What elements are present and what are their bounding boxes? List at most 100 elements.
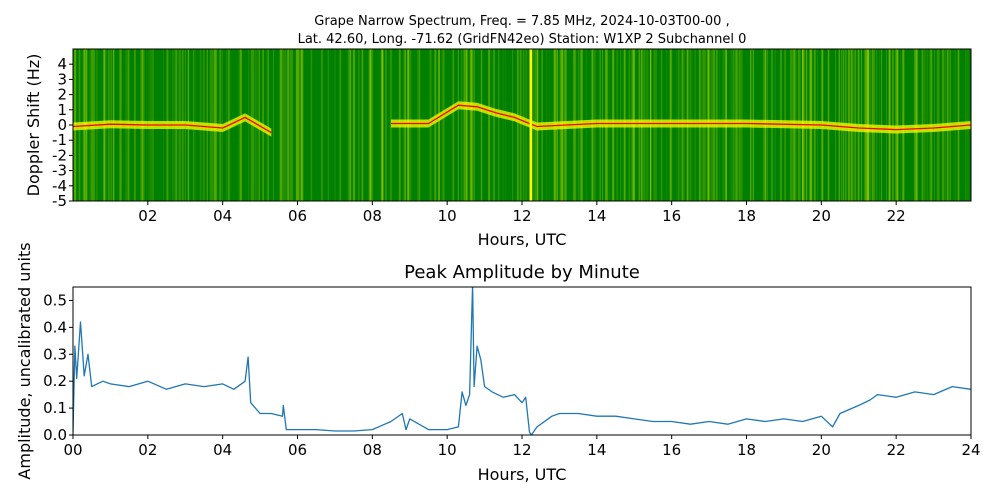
spectrogram-x-tick-label: 02	[138, 207, 157, 225]
noise-stripe	[327, 49, 329, 201]
noise-stripe	[474, 49, 475, 201]
noise-stripe	[441, 49, 444, 201]
amplitude-x-tick-label: 06	[288, 441, 307, 459]
noise-stripe	[516, 49, 518, 201]
noise-stripe	[471, 49, 474, 201]
spectrogram-panel: Grape Narrow Spectrum, Freq. = 7.85 MHz,…	[24, 14, 972, 249]
amplitude-x-tick-label: 12	[512, 441, 531, 459]
noise-stripe	[519, 49, 522, 201]
amplitude-y-tick-label: 0.4	[43, 318, 67, 336]
noise-stripe	[339, 49, 342, 201]
spectrogram-x-tick-label: 08	[363, 207, 382, 225]
noise-stripe	[888, 49, 890, 201]
noise-stripe	[371, 49, 373, 201]
amplitude-x-tick-label: 24	[961, 441, 980, 459]
noise-stripe	[469, 49, 472, 201]
noise-stripe	[358, 49, 360, 201]
noise-stripe	[280, 49, 283, 201]
noise-stripe	[897, 49, 899, 201]
noise-stripe	[358, 49, 359, 201]
noise-stripe	[480, 49, 483, 201]
noise-stripe	[266, 49, 268, 201]
noise-stripe	[504, 49, 506, 201]
noise-stripe	[302, 49, 304, 201]
spectrogram-y-tick-label: 3	[57, 70, 67, 88]
noise-stripe	[457, 49, 459, 201]
amplitude-series-line	[73, 287, 971, 435]
noise-stripe	[498, 49, 500, 201]
amplitude-y-tick-label: 0.3	[43, 345, 67, 363]
spectrogram-y-tick-label: 2	[57, 86, 67, 104]
amplitude-y-tick-label: 0.0	[43, 426, 67, 444]
noise-stripe	[384, 49, 387, 201]
noise-stripe	[463, 49, 466, 201]
noise-stripe	[902, 49, 905, 201]
noise-stripe	[462, 49, 464, 201]
noise-stripe	[350, 49, 352, 201]
amplitude-x-tick-label: 00	[63, 441, 82, 459]
noise-stripe	[521, 49, 522, 201]
amplitude-y-tick-label: 0.2	[43, 372, 67, 390]
noise-stripe	[321, 49, 323, 201]
amplitude-x-tick-label: 08	[363, 441, 382, 459]
noise-stripe	[382, 49, 384, 201]
noise-stripe	[452, 49, 454, 201]
noise-stripe	[273, 49, 274, 201]
doppler-trace-line	[73, 104, 971, 134]
noise-stripe	[902, 49, 904, 201]
noise-stripe	[310, 49, 313, 201]
noise-stripe	[282, 49, 285, 201]
amplitude-x-tick-label: 04	[213, 441, 232, 459]
noise-stripe	[279, 49, 282, 201]
noise-stripe	[352, 49, 355, 201]
noise-stripe	[238, 49, 241, 201]
spectrogram-x-tick-label: 16	[662, 207, 681, 225]
noise-stripe	[896, 49, 899, 201]
spectrogram-transition-line	[529, 49, 532, 201]
amplitude-y-tick-label: 0.5	[43, 291, 67, 309]
noise-stripe	[889, 49, 890, 201]
noise-stripe	[368, 49, 371, 201]
spectrogram-y-tick-label: -3	[52, 162, 67, 180]
noise-stripe	[443, 49, 444, 201]
noise-stripe	[488, 49, 490, 201]
noise-stripe	[435, 49, 437, 201]
amplitude-y-ticks: 0.0 0.1 0.2 0.3 0.4 0.5	[43, 291, 73, 444]
noise-stripe	[380, 49, 383, 201]
spectrogram-y-axis-label: Doppler Shift (Hz)	[24, 54, 43, 197]
noise-stripe	[385, 49, 387, 201]
noise-stripe	[438, 49, 440, 201]
amplitude-x-tick-label: 16	[662, 441, 681, 459]
spectrogram-x-tick-label: 10	[438, 207, 457, 225]
noise-stripe	[438, 49, 440, 201]
spectrogram-x-tick-label: 06	[288, 207, 307, 225]
noise-stripe	[298, 49, 300, 201]
noise-stripe	[287, 49, 290, 201]
noise-stripe	[889, 49, 891, 201]
noise-stripe	[385, 49, 387, 201]
noise-stripe	[334, 49, 336, 201]
amplitude-x-tick-label: 10	[438, 441, 457, 459]
amplitude-x-tick-label: 20	[812, 441, 831, 459]
noise-stripe	[286, 49, 289, 201]
noise-stripe	[443, 49, 445, 201]
noise-stripe	[298, 49, 300, 201]
noise-stripe	[267, 49, 269, 201]
spectrogram-title-line-2: Lat. 42.60, Long. -71.62 (GridFN42eo) St…	[298, 32, 747, 47]
spectrogram-x-axis-label: Hours, UTC	[478, 230, 567, 249]
amplitude-x-tick-label: 22	[887, 441, 906, 459]
noise-stripe	[291, 49, 293, 201]
noise-stripe	[889, 49, 891, 201]
spectrogram-y-tick-label: 1	[57, 101, 67, 119]
noise-stripe	[248, 49, 250, 201]
spectrogram-title-line-1: Grape Narrow Spectrum, Freq. = 7.85 MHz,…	[314, 14, 729, 29]
noise-stripe	[512, 49, 513, 201]
noise-stripe	[369, 49, 372, 201]
spectrogram-x-tick-label: 04	[213, 207, 232, 225]
amplitude-x-tick-label: 14	[587, 441, 606, 459]
spectrogram-y-tick-label: -4	[52, 177, 67, 195]
spectrogram-x-tick-label: 18	[737, 207, 756, 225]
noise-stripe	[470, 49, 473, 201]
